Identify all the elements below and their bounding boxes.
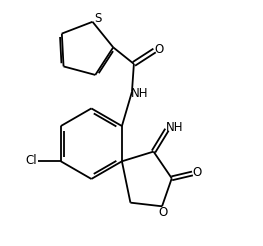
Text: Cl: Cl — [25, 154, 37, 167]
Text: S: S — [94, 12, 102, 25]
Text: O: O — [159, 206, 168, 219]
Text: O: O — [155, 43, 164, 56]
Text: NH: NH — [130, 87, 148, 100]
Text: O: O — [193, 166, 202, 179]
Text: NH: NH — [165, 121, 183, 134]
